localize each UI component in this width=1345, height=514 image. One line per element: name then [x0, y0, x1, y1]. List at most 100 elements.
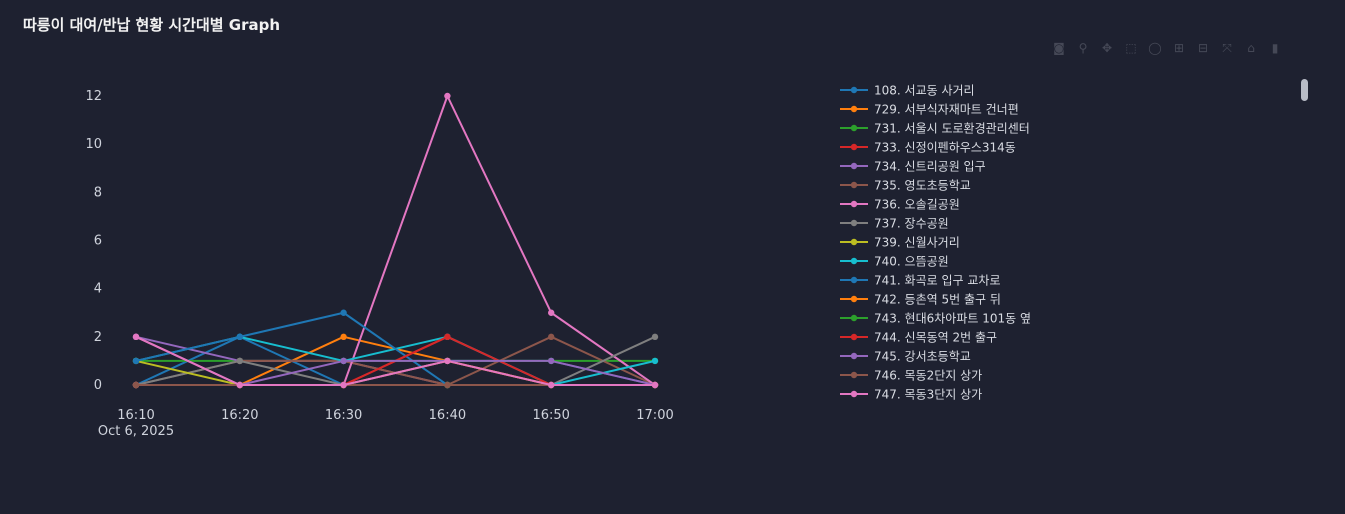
- legend-swatch-marker: [850, 314, 858, 322]
- legend-label: 739. 신월사거리: [874, 236, 960, 250]
- y-tick-label: 6: [94, 234, 102, 249]
- data-point: [340, 309, 347, 316]
- legend-swatch-marker: [850, 352, 858, 360]
- legend-swatch-marker: [850, 124, 858, 132]
- zoom-icon[interactable]: ⚲: [1078, 41, 1088, 55]
- data-point: [340, 357, 347, 365]
- legend-swatch-marker: [850, 200, 858, 208]
- legend-label: 736. 오솔길공원: [874, 198, 960, 212]
- legend-label: 743. 현대6차아파트 101동 옆: [874, 312, 1031, 326]
- data-point: [548, 309, 555, 316]
- legend-swatch-marker: [850, 276, 858, 284]
- chart-title: 따릉이 대여/반납 현황 시간대별 Graph: [23, 16, 281, 34]
- legend-scrollbar[interactable]: [1301, 79, 1308, 101]
- x-tick-label: 16:40: [429, 408, 466, 423]
- plotly-logo-icon[interactable]: ▮: [1271, 41, 1279, 55]
- legend-item[interactable]: 747. 목동3단지 상가: [840, 388, 982, 402]
- legend-swatch-marker: [850, 86, 858, 94]
- legend-item[interactable]: 740. 으뜸공원: [840, 255, 949, 269]
- legend-swatch-marker: [850, 333, 858, 341]
- legend-label: 741. 화곡로 입구 교차로: [874, 274, 1000, 288]
- legend-item[interactable]: 733. 신정이펜하우스314동: [840, 141, 1016, 155]
- data-point: [651, 381, 659, 389]
- legend-item[interactable]: 743. 현대6차아파트 101동 옆: [840, 312, 1031, 326]
- legend-item[interactable]: 736. 오솔길공원: [840, 198, 960, 212]
- legend-label: 745. 강서초등학교: [874, 350, 971, 364]
- autoscale-icon[interactable]: ⤧: [1222, 40, 1232, 55]
- legend-swatch-marker: [850, 390, 858, 398]
- data-point: [548, 357, 555, 365]
- data-point: [132, 333, 140, 341]
- data-point: [132, 357, 140, 365]
- legend-item[interactable]: 734. 신트리공원 입구: [840, 160, 986, 174]
- y-tick-label: 10: [85, 137, 102, 152]
- pan-icon[interactable]: ✥: [1101, 41, 1113, 55]
- legend-swatch-marker: [850, 371, 858, 379]
- data-point: [651, 357, 659, 365]
- legend-item[interactable]: 741. 화곡로 입구 교차로: [840, 274, 1000, 288]
- y-tick-label: 12: [85, 89, 102, 104]
- zoom-in-icon[interactable]: ⊞: [1173, 41, 1185, 55]
- data-point: [444, 357, 451, 365]
- legend-label: 734. 신트리공원 입구: [874, 160, 986, 174]
- x-tick-label: 16:10: [117, 408, 154, 423]
- x-tick-label: 16:20: [221, 408, 258, 423]
- legend-item[interactable]: 731. 서울시 도로환경관리센터: [840, 122, 1030, 136]
- legend-label: 747. 목동3단지 상가: [874, 388, 982, 402]
- data-point: [132, 381, 140, 389]
- legend-swatch-marker: [850, 295, 858, 303]
- legend-label: 740. 으뜸공원: [874, 255, 949, 269]
- legend-swatch-marker: [850, 162, 858, 170]
- legend-swatch-marker: [850, 105, 858, 113]
- legend-label: 744. 신목동역 2번 출구: [874, 331, 997, 345]
- x-tick-label: 16:50: [532, 408, 569, 423]
- y-tick-label: 4: [94, 282, 102, 297]
- legend-item[interactable]: 739. 신월사거리: [840, 236, 960, 250]
- series-line: [135, 95, 656, 386]
- legend-label: 733. 신정이펜하우스314동: [874, 141, 1016, 155]
- home-icon[interactable]: ⌂: [1247, 41, 1255, 55]
- data-point: [444, 381, 451, 389]
- legend-label: 108. 서교동 사거리: [874, 84, 975, 98]
- camera-icon[interactable]: ◙: [1053, 41, 1065, 55]
- data-point: [444, 92, 451, 100]
- legend-item[interactable]: 744. 신목동역 2번 출구: [840, 331, 997, 345]
- legend-item[interactable]: 745. 강서초등학교: [840, 350, 971, 364]
- data-point: [340, 381, 347, 389]
- x-tick-sublabel: Oct 6, 2025: [98, 424, 174, 439]
- data-point: [444, 333, 451, 341]
- data-point: [236, 381, 243, 389]
- y-tick-label: 8: [94, 185, 102, 200]
- legend-swatch-marker: [850, 238, 858, 246]
- legend-item[interactable]: 729. 서부식자재마트 건너편: [840, 103, 1019, 117]
- lasso-select-icon[interactable]: ◯: [1148, 41, 1162, 55]
- legend-item[interactable]: 737. 장수공원: [840, 217, 949, 231]
- legend-swatch-marker: [850, 143, 858, 151]
- legend-item[interactable]: 746. 목동2단지 상가: [840, 369, 982, 383]
- legend-label: 731. 서울시 도로환경관리센터: [874, 122, 1030, 136]
- data-point: [548, 381, 555, 389]
- legend-item[interactable]: 735. 영도초등학교: [840, 179, 971, 193]
- box-select-icon[interactable]: ⬚: [1125, 41, 1137, 55]
- zoom-out-icon[interactable]: ⊟: [1197, 41, 1209, 55]
- data-point: [651, 333, 659, 341]
- data-point: [236, 357, 243, 365]
- legend-label: 735. 영도초등학교: [874, 179, 971, 193]
- x-tick-label: 16:30: [325, 408, 362, 423]
- series-17: [132, 333, 659, 389]
- legend-label: 737. 장수공원: [874, 217, 949, 231]
- data-point: [236, 333, 243, 341]
- y-tick-label: 2: [94, 330, 102, 345]
- data-point: [548, 333, 555, 341]
- y-tick-label: 0: [94, 378, 102, 393]
- modebar: ◙ ⚲ ✥ ⬚ ◯ ⊞ ⊟ ⤧ ⌂ ▮: [1050, 39, 1284, 57]
- series-line: [135, 335, 655, 386]
- legend-item[interactable]: 108. 서교동 사거리: [840, 84, 975, 98]
- legend-swatch-marker: [850, 181, 858, 189]
- legend-swatch-marker: [850, 219, 858, 227]
- legend-label: 729. 서부식자재마트 건너편: [874, 103, 1019, 117]
- legend-item[interactable]: 742. 등촌역 5번 출구 뒤: [840, 293, 1001, 307]
- legend-swatch-marker: [850, 257, 858, 265]
- data-point: [340, 333, 347, 341]
